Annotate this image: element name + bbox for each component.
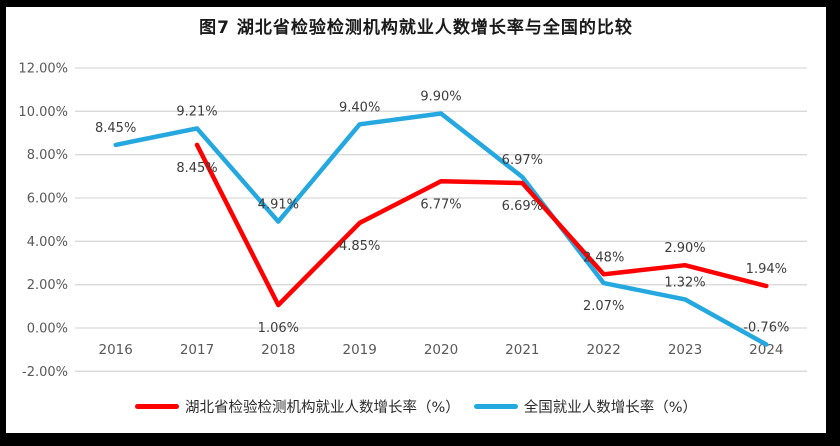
data-label: 8.45% — [95, 121, 136, 136]
data-label: -0.76% — [743, 320, 789, 335]
legend-label-national: 全国就业人数增长率（%） — [523, 400, 698, 416]
data-label: 2.90% — [664, 241, 705, 256]
data-label: 4.85% — [339, 239, 380, 254]
data-label: 9.21% — [176, 104, 217, 119]
legend-swatch-national-icon — [473, 404, 518, 409]
chart-title: 图7 湖北省检验检测机构就业人数增长率与全国的比较 — [199, 18, 633, 38]
x-axis-tick-label: 2019 — [342, 342, 376, 358]
y-axis-tick-label: 8.00% — [27, 148, 68, 163]
x-axis-tick-label: 2022 — [586, 342, 620, 358]
x-axis-tick-label: 2018 — [261, 342, 295, 358]
y-axis-tick-label: 10.00% — [18, 105, 68, 120]
legend: 湖北省检验检测机构就业人数增长率（%） 全国就业人数增长率（%） — [6, 396, 826, 417]
y-axis-tick-label: 6.00% — [27, 192, 68, 207]
data-label: 9.90% — [420, 90, 461, 105]
data-label: 1.94% — [746, 262, 787, 277]
x-axis-tick-label: 2016 — [98, 342, 132, 358]
x-axis-tick-label: 2023 — [668, 342, 702, 358]
data-label: 6.69% — [502, 199, 543, 214]
x-axis-tick-label: 2020 — [424, 342, 458, 358]
y-axis-tick-label: 4.00% — [27, 235, 68, 250]
data-label: 1.06% — [258, 321, 299, 336]
data-label: 9.40% — [339, 100, 380, 115]
data-label: 1.32% — [664, 275, 705, 290]
legend-swatch-hubei-icon — [134, 404, 179, 409]
y-axis-tick-label: 0.00% — [27, 322, 68, 337]
data-label: 6.77% — [420, 197, 461, 212]
data-label: 2.48% — [583, 250, 624, 265]
data-label: 8.45% — [176, 161, 217, 176]
series-line-0 — [113, 111, 769, 347]
x-axis-tick-label: 2024 — [749, 342, 783, 358]
y-axis-tick-label: 2.00% — [27, 278, 68, 293]
y-axis-tick-label: -2.00% — [22, 365, 68, 380]
chart-canvas — [6, 7, 826, 433]
series-line-1 — [194, 142, 769, 308]
data-label: 2.07% — [583, 299, 624, 314]
data-label: 4.91% — [258, 198, 299, 213]
legend-label-hubei: 湖北省检验检测机构就业人数增长率（%） — [184, 400, 460, 416]
legend-item-national: 全国就业人数增长率（%） — [473, 396, 698, 417]
legend-item-hubei: 湖北省检验检测机构就业人数增长率（%） — [134, 396, 460, 417]
data-label: 6.97% — [502, 153, 543, 168]
x-axis-tick-label: 2021 — [505, 342, 539, 358]
x-axis-tick-label: 2017 — [180, 342, 214, 358]
y-axis-tick-label: 12.00% — [18, 62, 68, 77]
